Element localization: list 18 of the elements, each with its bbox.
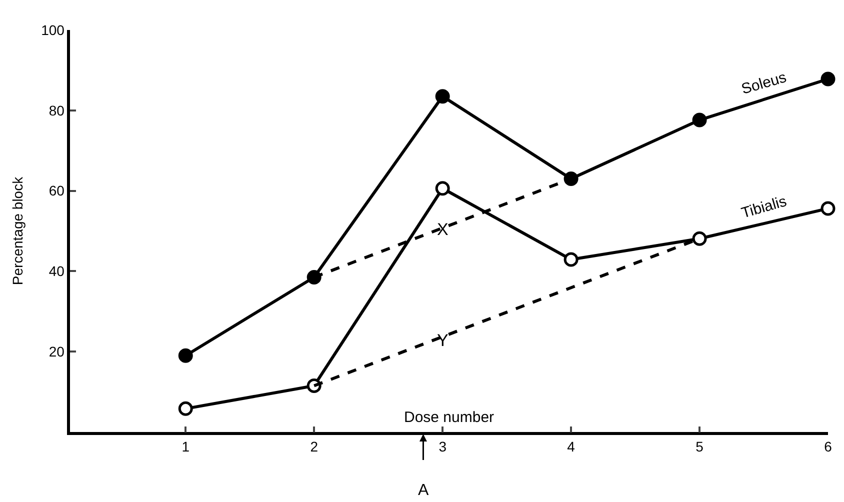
x-axis-title: Dose number xyxy=(404,409,494,426)
x-tick-label: 4 xyxy=(567,438,576,455)
y-tick-label: 60 xyxy=(48,182,65,199)
y-tick-label: 20 xyxy=(48,344,65,360)
text: Tibialis xyxy=(740,192,789,222)
y-tick-label: 40 xyxy=(48,263,65,280)
x-tick-label: 6 xyxy=(824,438,832,455)
x-tick-label: 2 xyxy=(310,438,318,455)
x-tick-label: 5 xyxy=(696,438,704,455)
annotation: X xyxy=(437,220,448,239)
y-axis-title: Percentage block xyxy=(10,176,26,286)
x-tick-label: 3 xyxy=(438,438,447,455)
annotation: Y xyxy=(437,331,448,350)
y-tick-label: 100 xyxy=(41,22,65,38)
x-tick-label: 1 xyxy=(182,438,190,455)
y-tick-label: 80 xyxy=(48,102,65,118)
text: A xyxy=(418,482,429,499)
text: Soleus xyxy=(740,68,788,98)
